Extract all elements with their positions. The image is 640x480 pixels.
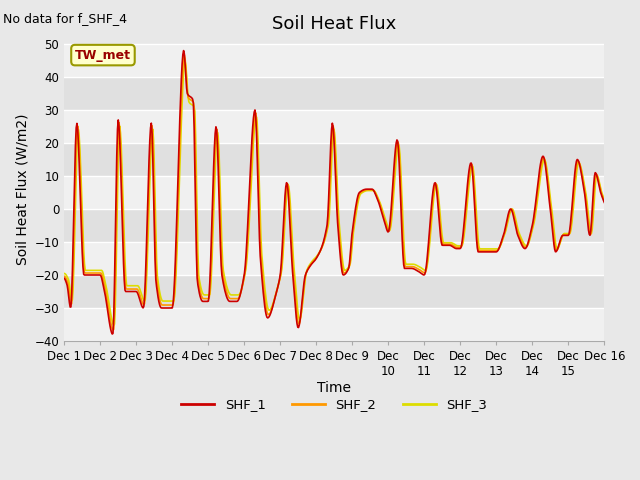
- Bar: [64, 275, 604, 308]
- SHF_3: [600, 197, 608, 203]
- SHF_2: [417, 268, 425, 274]
- Bar: [64, 242, 604, 275]
- SHF_2: [60, 273, 68, 279]
- SHF_1: [60, 276, 68, 281]
- SHF_3: [60, 271, 68, 276]
- SHF_1: [211, 144, 218, 150]
- SHF_3: [182, 62, 189, 68]
- Bar: [64, 308, 604, 341]
- Bar: [64, 209, 604, 242]
- SHF_3: [70, 261, 78, 266]
- SHF_3: [211, 186, 218, 192]
- SHF_2: [182, 66, 189, 72]
- SHF_1: [108, 331, 116, 337]
- SHF_1: [180, 48, 188, 53]
- SHF_3: [127, 283, 134, 288]
- SHF_2: [180, 52, 188, 58]
- SHF_3: [110, 323, 118, 328]
- SHF_2: [211, 164, 218, 170]
- SHF_2: [127, 286, 134, 292]
- Bar: [64, 176, 604, 209]
- Line: SHF_2: SHF_2: [64, 55, 604, 330]
- SHF_2: [70, 234, 78, 240]
- Y-axis label: Soil Heat Flux (W/m2): Soil Heat Flux (W/m2): [15, 113, 29, 265]
- Title: Soil Heat Flux: Soil Heat Flux: [272, 15, 396, 33]
- X-axis label: Time: Time: [317, 381, 351, 395]
- SHF_3: [417, 265, 425, 271]
- SHF_1: [127, 288, 134, 294]
- SHF_1: [417, 270, 425, 276]
- SHF_1: [182, 74, 189, 80]
- Text: TW_met: TW_met: [75, 48, 131, 61]
- SHF_3: [181, 59, 189, 64]
- Bar: [64, 110, 604, 143]
- SHF_1: [600, 200, 608, 205]
- Bar: [64, 77, 604, 110]
- Line: SHF_3: SHF_3: [64, 61, 604, 325]
- Text: No data for f_SHF_4: No data for f_SHF_4: [3, 12, 127, 25]
- SHF_1: [401, 265, 409, 271]
- Bar: [64, 143, 604, 176]
- SHF_2: [600, 198, 608, 204]
- Bar: [64, 44, 604, 77]
- SHF_2: [109, 327, 117, 333]
- Legend: SHF_1, SHF_2, SHF_3: SHF_1, SHF_2, SHF_3: [176, 393, 493, 417]
- SHF_2: [401, 264, 409, 269]
- SHF_1: [70, 203, 78, 208]
- Line: SHF_1: SHF_1: [64, 50, 604, 334]
- SHF_3: [401, 258, 409, 264]
